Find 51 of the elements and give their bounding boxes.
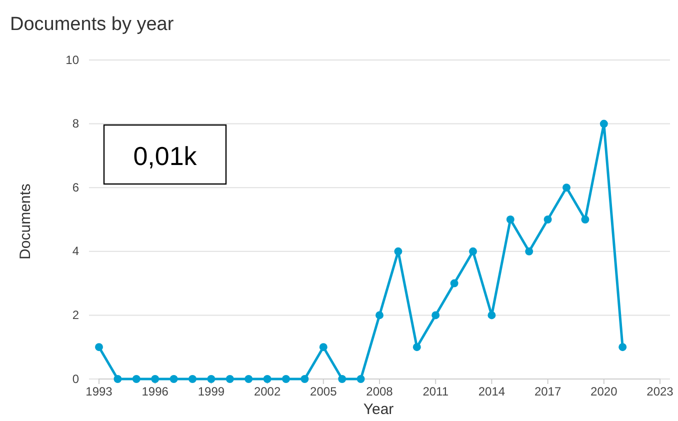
point (488, 311, 496, 320)
label-box: 0,01k (103, 124, 227, 185)
y-tick-label: 8 (72, 116, 80, 131)
y-tick-label: 6 (72, 180, 80, 194)
point (170, 375, 178, 383)
point (282, 375, 290, 383)
x-tick-label: 2020 (590, 384, 618, 399)
point (376, 311, 384, 320)
y-axis-title: Documents (17, 184, 34, 260)
point (450, 279, 458, 288)
x-axis-title: Year (363, 401, 394, 418)
point (394, 247, 402, 256)
x-tick-label: 2023 (646, 384, 674, 399)
point (356, 375, 365, 383)
point (600, 120, 608, 128)
point (581, 216, 590, 224)
x-tick-label: 2017 (534, 384, 562, 399)
x-tick-label: 2002 (254, 384, 281, 399)
x-tick-label: 2011 (422, 384, 449, 399)
chart-title: Documents by year (10, 14, 174, 35)
y-tick-label: 10 (66, 52, 80, 67)
point (338, 375, 346, 383)
point (151, 375, 160, 383)
point (319, 343, 328, 352)
x-tick-label: 2008 (366, 384, 394, 399)
x-tick-label: 1996 (142, 384, 169, 399)
point (562, 184, 570, 192)
point (114, 375, 122, 383)
point (244, 375, 253, 383)
point (618, 343, 627, 352)
y-tick-label: 0 (72, 372, 80, 386)
x-tick-label: 1993 (86, 384, 113, 399)
point (132, 375, 140, 383)
point (544, 216, 552, 224)
point (207, 375, 216, 383)
annotation: 0,01k (133, 141, 198, 171)
point (506, 216, 514, 224)
y-tick-label: 2 (72, 308, 80, 322)
point (95, 343, 103, 352)
point (525, 247, 534, 256)
y-tick-label: 4 (72, 244, 80, 258)
point (263, 375, 272, 383)
point (469, 247, 477, 256)
x-tick-label: 2005 (310, 384, 338, 399)
point (188, 375, 196, 383)
x-tick-label: 2014 (478, 384, 506, 399)
point (432, 311, 440, 320)
point (226, 375, 234, 383)
point (412, 343, 421, 352)
x-tick-label: 1999 (198, 384, 225, 399)
point (300, 375, 309, 383)
